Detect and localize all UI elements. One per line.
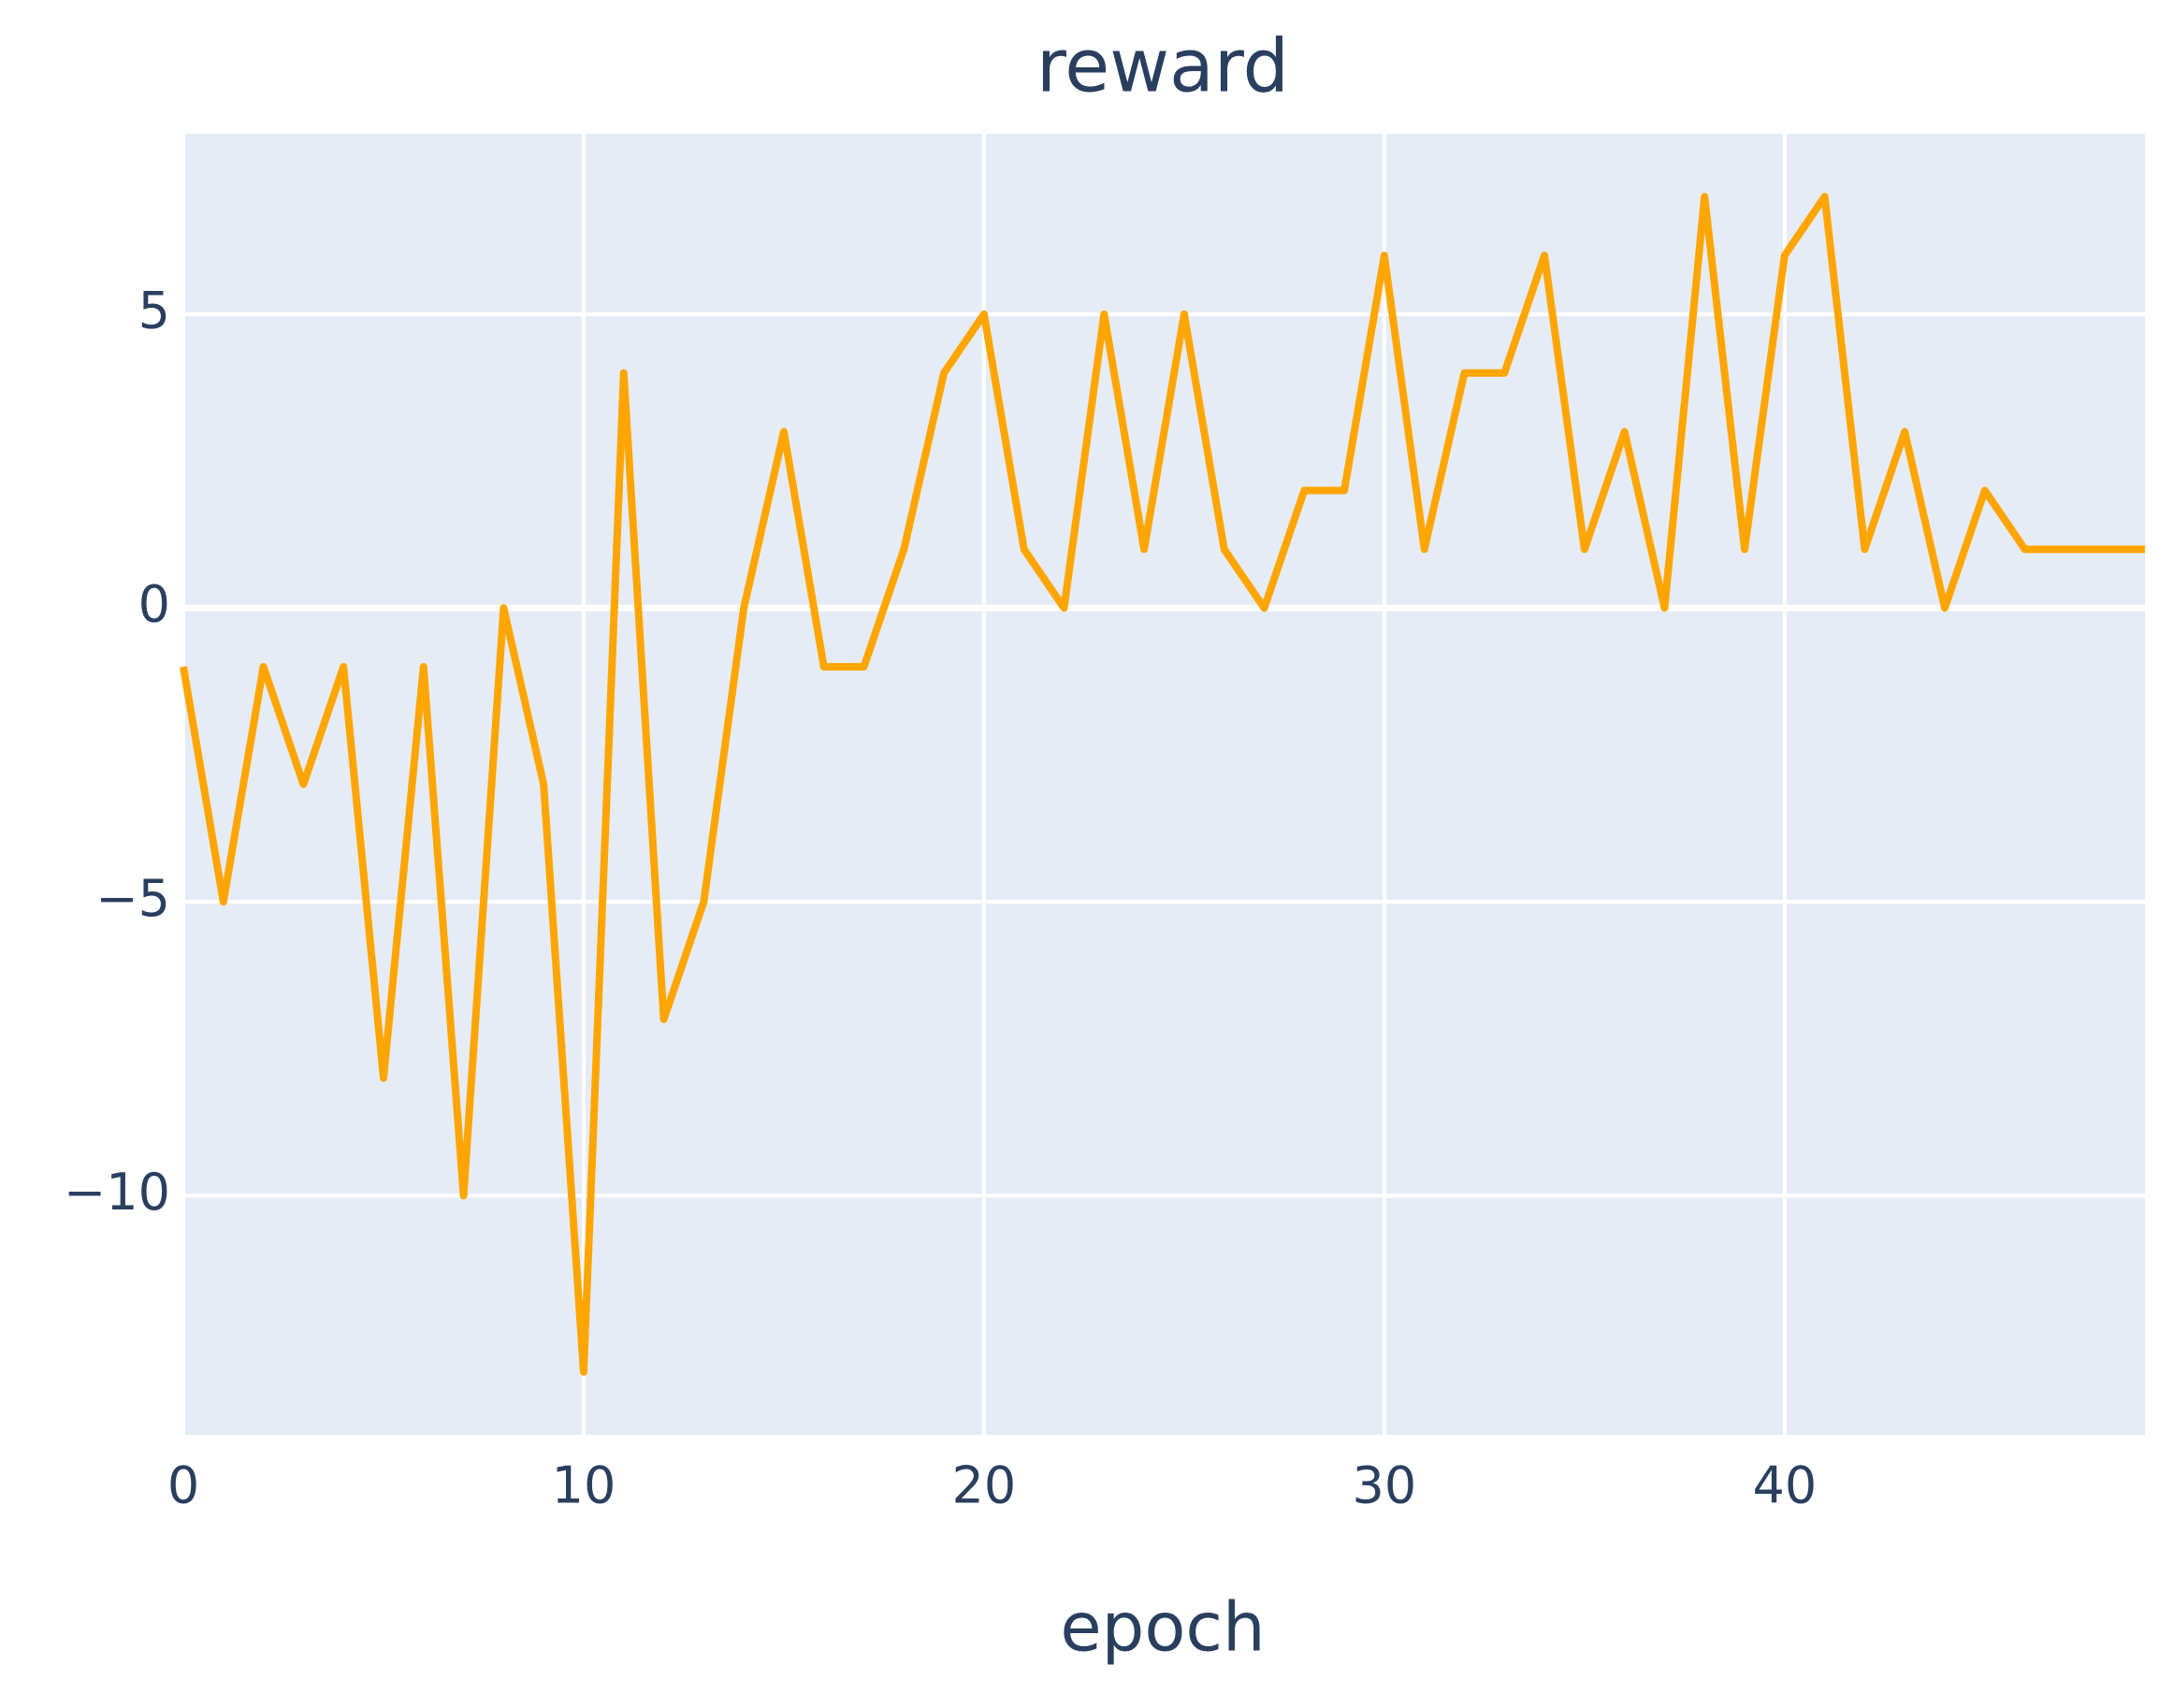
x-tick-label: 40 [1752,1456,1817,1515]
chart-title: reward [1036,24,1289,109]
y-tick-label: −10 [64,1163,170,1222]
y-tick-label: 0 [138,575,170,634]
x-tick-label: 0 [167,1456,199,1515]
x-tick-label: 10 [552,1456,616,1515]
x-axis-title: epoch [1060,1588,1265,1667]
y-tick-label: 5 [138,282,170,340]
line [180,193,2145,1376]
x-tick-label: 20 [952,1456,1017,1515]
plot-area [183,134,2145,1435]
y-tick-label: −5 [95,869,170,928]
x-tick-label: 30 [1353,1456,1417,1515]
